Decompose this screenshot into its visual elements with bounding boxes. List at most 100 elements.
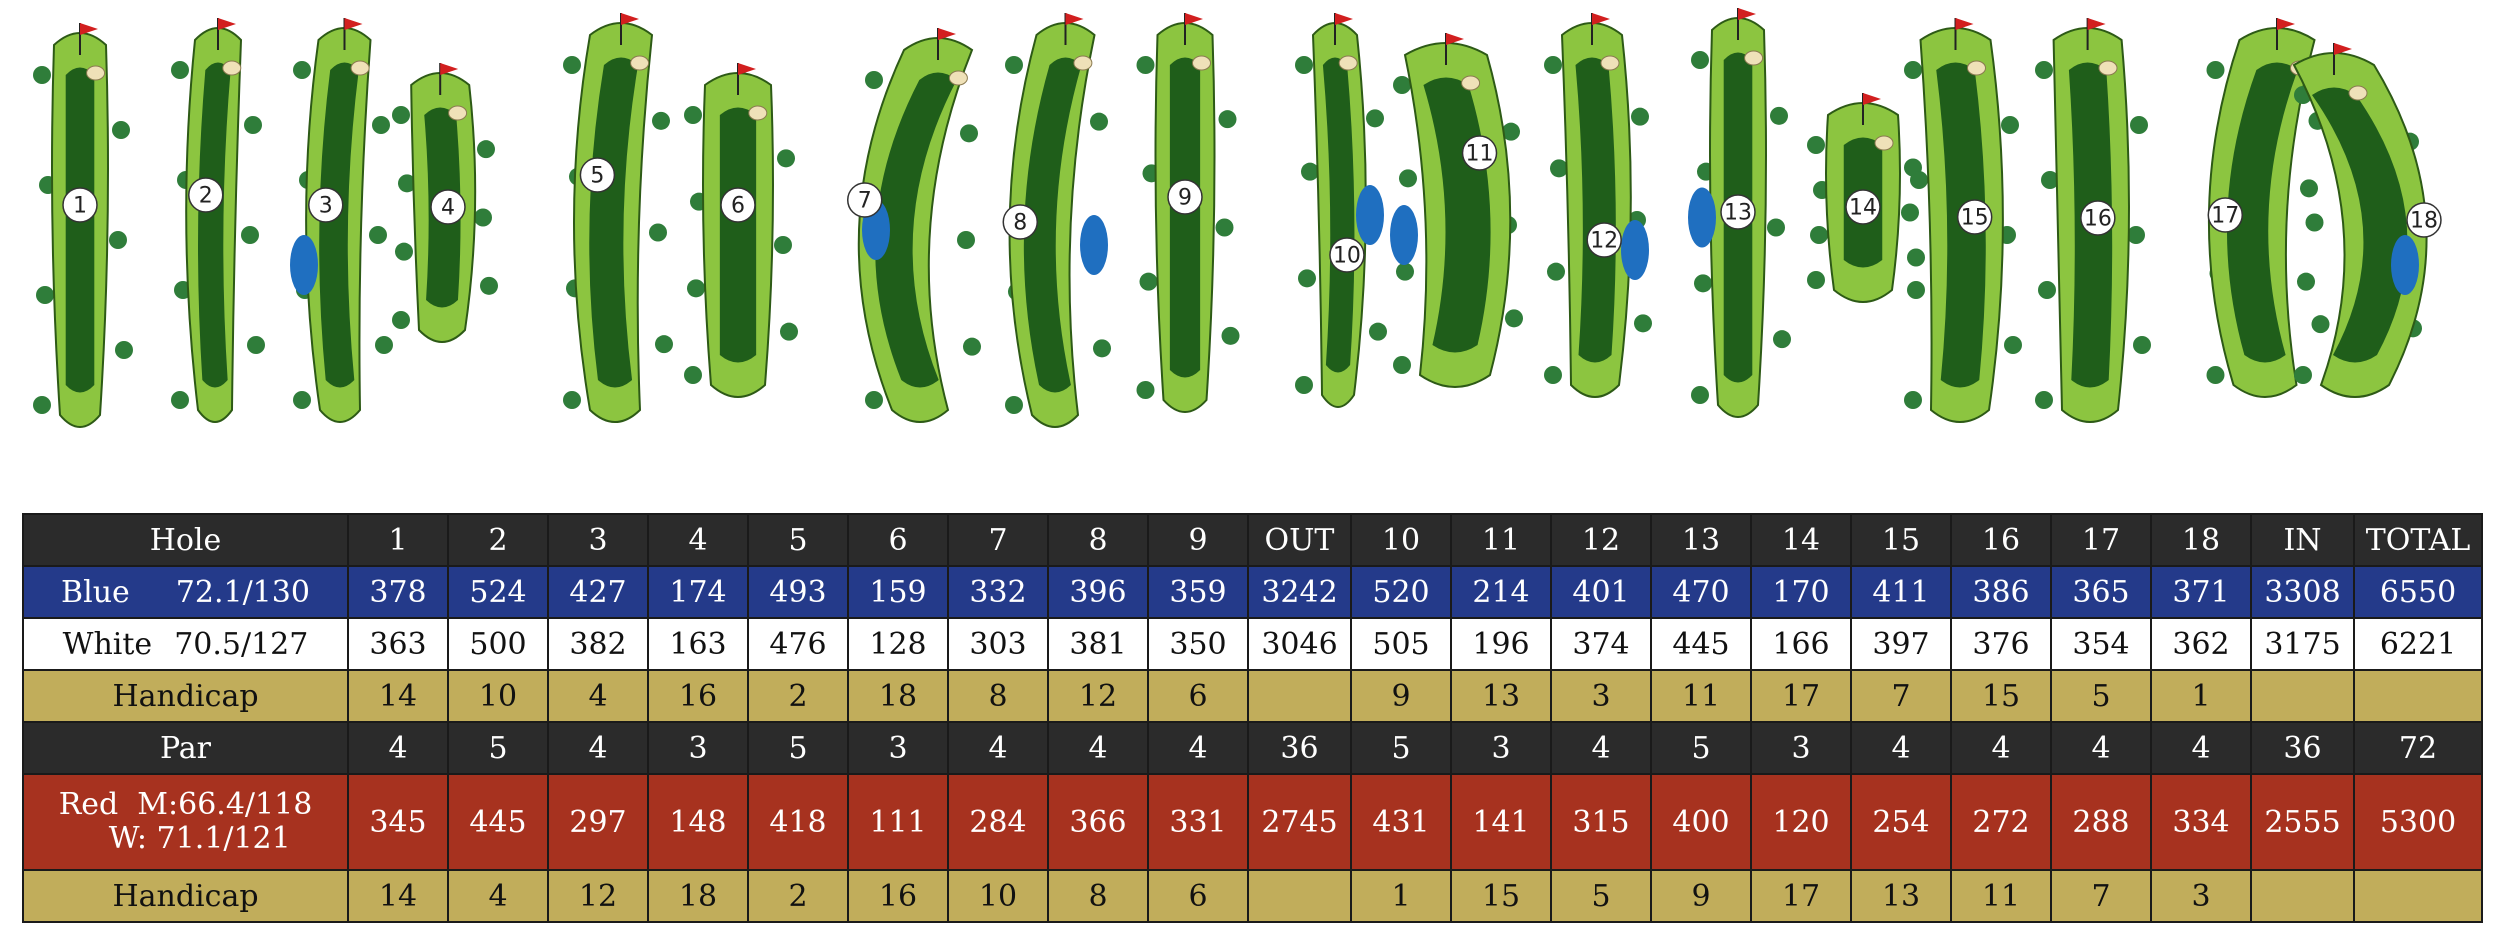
fairway-area [1169, 57, 1201, 378]
flag-icon [1064, 13, 1084, 45]
womens-handicap-cell: 13 [1850, 869, 1952, 923]
womens-handicap-cell: 10 [947, 869, 1049, 923]
hole-diagram: 7 [846, 28, 981, 423]
par-cell: 3 [647, 721, 749, 775]
hole-cell: 9 [1147, 513, 1249, 567]
hole-number-label: 3 [319, 194, 333, 219]
flag-icon [1445, 33, 1464, 65]
hole-number-badge [430, 189, 466, 225]
flag-icon [620, 13, 639, 45]
par-cell: 4 [347, 721, 449, 775]
flag-icon [1954, 18, 1974, 50]
red-yardage-cell: 254 [1850, 773, 1952, 871]
white-yardage-cell: 166 [1750, 617, 1852, 671]
hole-number-label: 9 [1178, 186, 1192, 211]
mens-handicap-cell: 10 [447, 669, 549, 723]
trees-icon [563, 56, 673, 409]
white-yardage-cell: 128 [847, 617, 949, 671]
hole-cell: 12 [1550, 513, 1652, 567]
hole-cell: 18 [2150, 513, 2252, 567]
par-cell: 4 [947, 721, 1049, 775]
red-tee-label: Red M:66.4/118 W: 71.1/121 [22, 773, 349, 871]
trees-icon [1295, 56, 1387, 394]
womens-handicap-label: Handicap [22, 869, 349, 923]
hole-cell: IN [2250, 513, 2355, 567]
mens-handicap-cell: 15 [1950, 669, 2052, 723]
womens-handicap-cell: 12 [547, 869, 649, 923]
womens-handicap-cell [2353, 869, 2483, 923]
hole-number-badge [2406, 202, 2442, 238]
hole-number-label: 10 [1333, 244, 1361, 269]
blue-yardage-cell: 214 [1450, 565, 1552, 619]
red-tee-rating-women: W: 71.1/121 [108, 821, 291, 856]
par-cell: 5 [747, 721, 849, 775]
blue-yardage-cell: 170 [1750, 565, 1852, 619]
trees-icon [392, 106, 498, 329]
womens-handicap-cell: 4 [447, 869, 549, 923]
fairway-area [319, 62, 359, 388]
flag-icon [79, 23, 98, 55]
bunker-icon [2098, 60, 2118, 76]
red-yardage-cell: 111 [847, 773, 949, 871]
mens-handicap-row: Handicap 14 10 4 16 2 18 8 12 6 9 13 3 11 17 7 15 5 1 [22, 669, 2483, 723]
red-yardage-cell: 431 [1350, 773, 1452, 871]
par-cell: 4 [1550, 721, 1652, 775]
white-yardage-cell: 350 [1147, 617, 1249, 671]
hole-number-label: 7 [858, 189, 872, 214]
mens-handicap-cell [2353, 669, 2483, 723]
blue-yardage-cell: 365 [2050, 565, 2152, 619]
white-yardage-cell: 3175 [2250, 617, 2355, 671]
fairway-area [589, 57, 639, 388]
blue-yardage-cell: 371 [2150, 565, 2252, 619]
trees-icon [2035, 61, 2151, 409]
white-tee-rating: 70.5/127 [174, 626, 309, 662]
par-row: Par 4 5 4 3 5 3 4 4 4 36 5 3 4 5 3 4 4 4 4 36 72 [22, 721, 2483, 775]
hole-diagram: 16 [2035, 18, 2151, 423]
blue-yardage-cell: 401 [1550, 565, 1652, 619]
red-yardage-cell: 288 [2050, 773, 2152, 871]
hole-number-label: 2 [199, 184, 213, 209]
mens-handicap-cell: 7 [1850, 669, 1952, 723]
par-cell: 4 [2150, 721, 2252, 775]
hole-number-badge [1002, 204, 1039, 240]
flag-icon [1184, 13, 1203, 45]
hole-cell: TOTAL [2353, 513, 2483, 567]
mens-handicap-cell: 2 [747, 669, 849, 723]
womens-handicap-cell: 9 [1650, 869, 1752, 923]
white-tee-name: White [62, 626, 153, 662]
hole-cell: 13 [1650, 513, 1752, 567]
hole-diagram: 11 [1390, 33, 1523, 388]
red-yardage-cell: 141 [1450, 773, 1552, 871]
flag-icon [343, 18, 363, 50]
blue-yardage-cell: 359 [1147, 565, 1249, 619]
hole-diagram: 1 [33, 23, 133, 428]
par-cell: 4 [1047, 721, 1149, 775]
blue-yardage-cell: 396 [1047, 565, 1149, 619]
womens-handicap-cell: 1 [1350, 869, 1452, 923]
fairway-area [1023, 57, 1082, 393]
trees-icon [684, 106, 798, 384]
white-yardage-cell: 362 [2150, 617, 2252, 671]
womens-handicap-row: Handicap 14 4 12 18 2 16 10 8 6 1 15 5 9 17 13 11 7 3 [22, 869, 2483, 923]
par-cell: 3 [1750, 721, 1852, 775]
hole-number-badge [579, 157, 616, 193]
womens-handicap-cell: 8 [1047, 869, 1149, 923]
flag-icon [737, 63, 756, 95]
blue-yardage-cell: 427 [547, 565, 649, 619]
white-yardage-cell: 476 [747, 617, 849, 671]
white-yardage-cell: 3046 [1247, 617, 1352, 671]
white-yardage-cell: 381 [1047, 617, 1149, 671]
fairway-area [719, 107, 757, 363]
bunker-icon [948, 70, 968, 86]
red-yardage-cell: 400 [1650, 773, 1752, 871]
womens-handicap-cell: 7 [2050, 869, 2152, 923]
womens-handicap-cell [1247, 869, 1352, 923]
white-yardage-cell: 354 [2050, 617, 2152, 671]
white-yardage-cell: 376 [1950, 617, 2052, 671]
blue-yardage-cell: 3242 [1247, 565, 1352, 619]
blue-tee-row: Blue 72.1/130 378 524 427 174 493 159 332 396 35… [22, 565, 2483, 619]
hole-diagram: 13 [1688, 8, 1791, 418]
hole-diagram: 3 [290, 18, 393, 423]
hole-number-label: 17 [2211, 204, 2239, 229]
par-cell: 5 [447, 721, 549, 775]
